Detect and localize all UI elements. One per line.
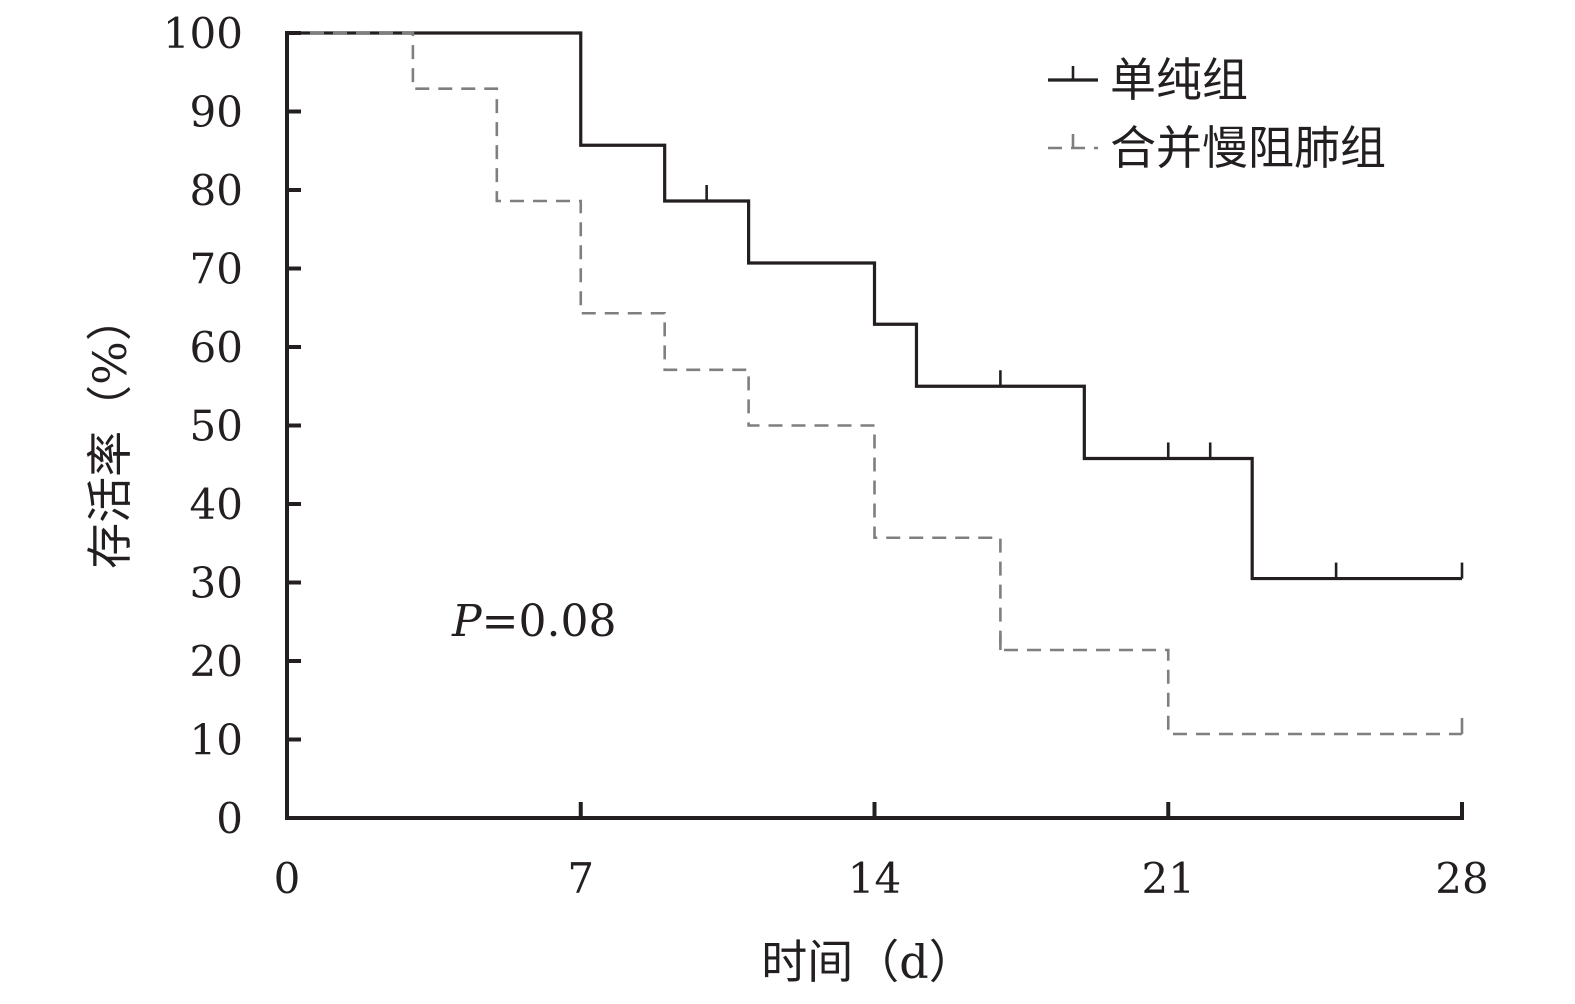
y-tick-label: 30: [190, 559, 243, 608]
y-tick-label: 10: [190, 716, 243, 765]
x-tick-label: 0: [274, 854, 301, 903]
x-axis-title: 时间（d）: [761, 935, 974, 989]
x-tick-label: 7: [567, 854, 594, 903]
series-line-2: [287, 31, 1462, 736]
y-tick-label: 70: [190, 245, 243, 294]
y-axis-title: 存活率（%）: [83, 295, 137, 569]
legend-label: 单纯组: [1110, 53, 1248, 107]
y-tick-label: 40: [190, 480, 243, 529]
ticks-layer: 0 10 20 30 40 50 60 70 80 90 100 0 7 14 21 28: [163, 9, 1489, 903]
p-value-symbol: P: [451, 596, 483, 647]
series-line-1: [287, 31, 1462, 581]
series-layer: [287, 31, 1464, 736]
p-value-annotation: P=0.08: [451, 596, 616, 647]
x-tick-label: 14: [848, 854, 901, 903]
x-tick-label: 21: [1142, 854, 1195, 903]
y-tick-label: 100: [163, 9, 243, 58]
y-tick-label: 80: [190, 166, 243, 215]
y-tick-label: 50: [190, 402, 243, 451]
y-tick-label: 0: [216, 794, 243, 843]
p-value-text: =0.08: [482, 596, 617, 647]
x-tick-label: 28: [1435, 854, 1488, 903]
y-tick-label: 90: [190, 88, 243, 137]
y-tick-label: 20: [190, 637, 243, 686]
legend-label: 合并慢阻肺组: [1110, 121, 1386, 175]
y-tick-label: 60: [190, 323, 243, 372]
